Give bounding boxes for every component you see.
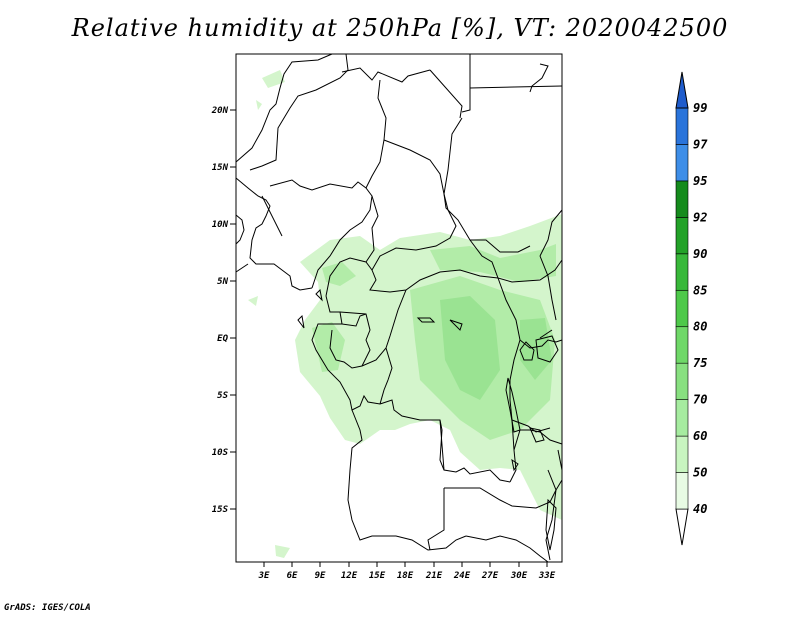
lat-label: 5S (217, 391, 228, 401)
lat-label: 20N (211, 106, 229, 116)
country-borders (235, 53, 563, 563)
lon-label: 24E (453, 571, 471, 581)
chart-title: Relative humidity at 250hPa [%], VT: 202… (71, 14, 729, 42)
colorbar-label: 60 (693, 429, 707, 443)
lon-label: 3E (258, 571, 270, 581)
lon-label: 18E (397, 571, 414, 581)
colorbar-label: 85 (693, 283, 707, 297)
map-frame (235, 53, 563, 563)
lat-label: 10N (212, 220, 229, 230)
colorbar: 40 50 60 70 75 80 85 90 92 95 97 99 (675, 71, 708, 546)
colorbar-label: 90 (693, 247, 707, 261)
lon-label: 27E (481, 571, 499, 581)
colorbar-label: 92 (693, 210, 707, 224)
lat-label: 15N (212, 163, 229, 173)
credit-text: GrADS: IGES/COLA (4, 603, 91, 613)
lon-ticks (263, 562, 548, 567)
humidity-shading (248, 70, 562, 558)
colorbar-label: 70 (693, 393, 707, 407)
colorbar-over-triangle (675, 71, 689, 109)
colorbar-segment (675, 107, 689, 145)
colorbar-segment (675, 472, 689, 510)
lon-label: 12E (341, 571, 358, 581)
colorbar-segment (675, 180, 689, 218)
colorbar-label: 97 (693, 137, 708, 151)
colorbar-segment (675, 253, 689, 291)
colorbar-segment (675, 144, 689, 182)
colorbar-label: 99 (693, 101, 707, 115)
lat-label: 5N (217, 277, 228, 287)
colorbar-segment (675, 362, 689, 400)
lon-label: 9E (315, 571, 326, 581)
lon-label: 33E (538, 571, 556, 581)
lat-label: EQ (217, 334, 228, 344)
lon-label: 15E (369, 571, 386, 581)
colorbar-label: 80 (693, 320, 707, 334)
lon-labels: 3E 6E 9E 12E 15E 18E 21E 24E 27E 30E 33E (258, 571, 556, 581)
colorbar-under-triangle (675, 508, 689, 546)
lat-label: 15S (212, 505, 229, 515)
colorbar-segment (675, 435, 689, 473)
colorbar-label: 95 (693, 174, 707, 188)
lon-label: 21E (425, 571, 443, 581)
lat-ticks (230, 109, 236, 510)
colorbar-segment (675, 399, 689, 437)
colorbar-segment (675, 289, 689, 328)
lakes (297, 63, 559, 551)
colorbar-segment (675, 217, 689, 255)
lon-label: 6E (287, 571, 298, 581)
colorbar-label: 40 (693, 502, 707, 516)
lon-label: 30E (510, 571, 528, 581)
colorbar-segment (675, 326, 689, 364)
colorbar-label: 50 (693, 466, 707, 480)
lat-labels: 20N 15N 10N 5N EQ 5S 10S 15S (211, 106, 229, 515)
colorbar-label: 75 (693, 356, 707, 370)
lat-label: 10S (212, 448, 229, 458)
